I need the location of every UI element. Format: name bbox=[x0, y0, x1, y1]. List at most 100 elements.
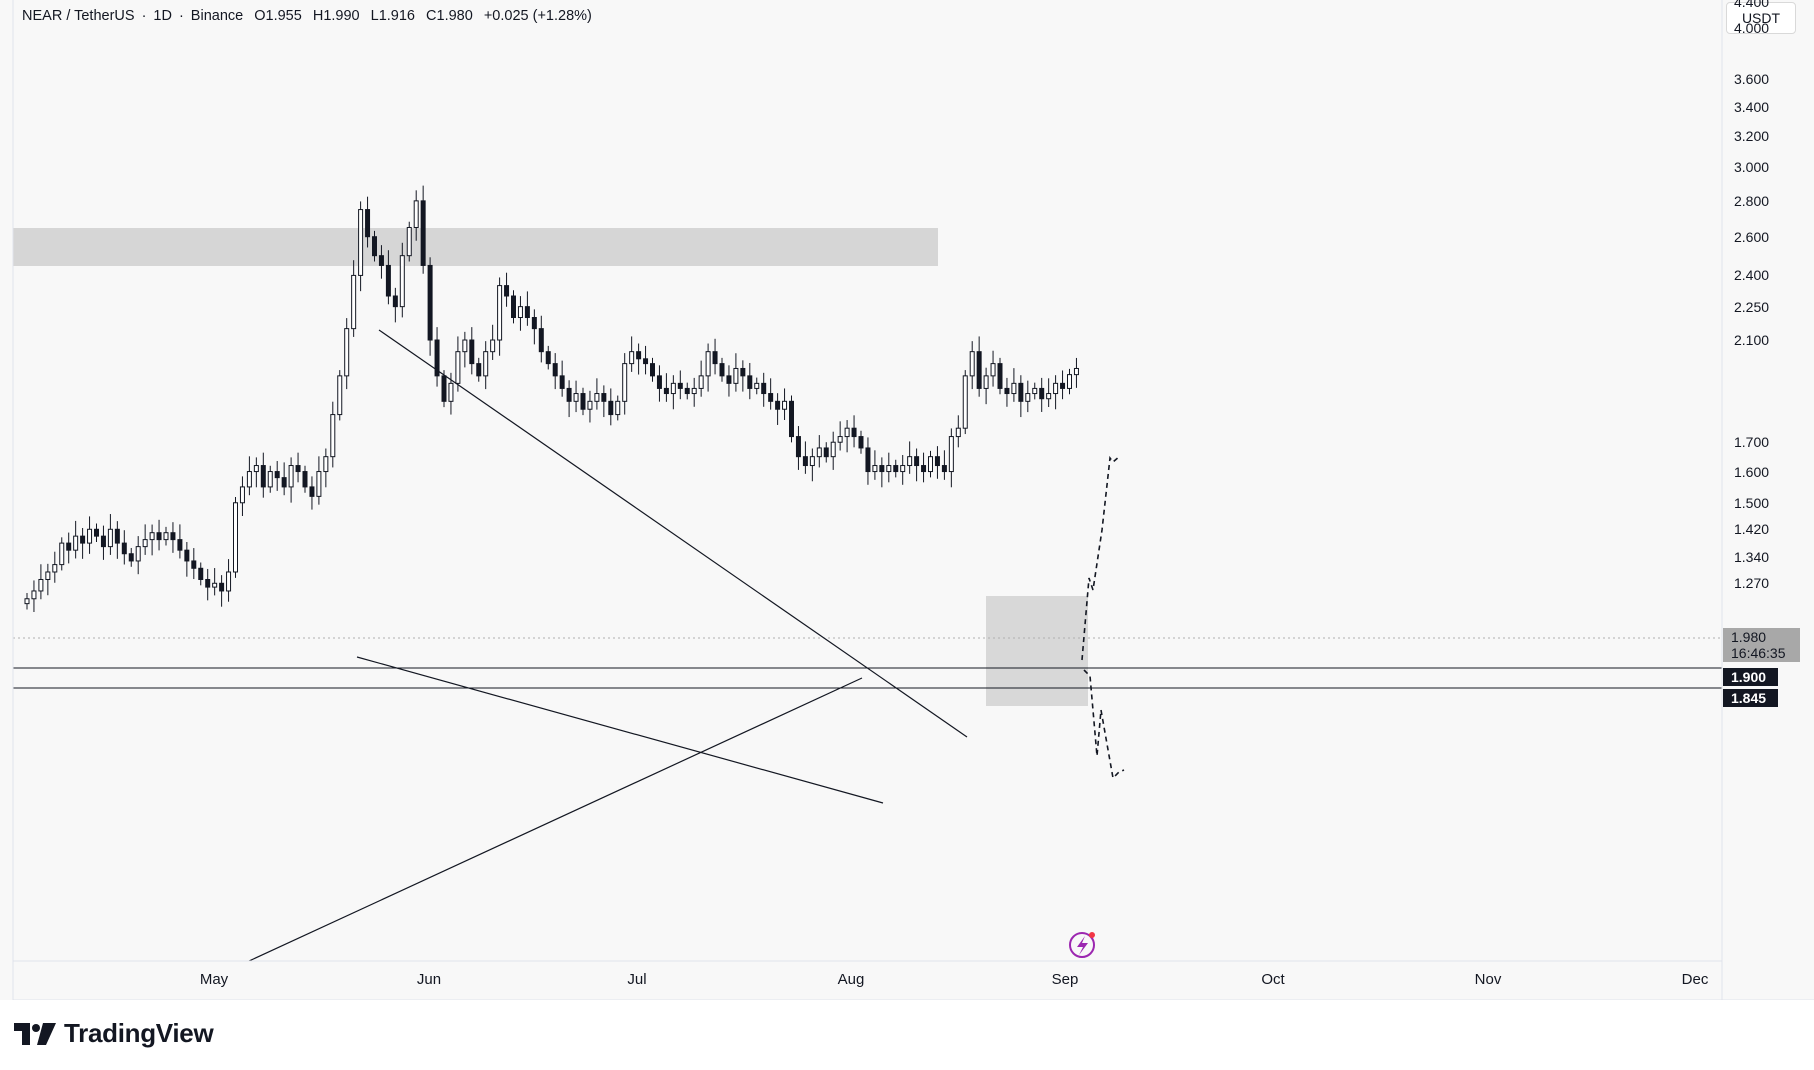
interval[interactable]: 1D bbox=[153, 8, 172, 24]
candle bbox=[962, 370, 968, 435]
candle bbox=[128, 547, 134, 567]
candle bbox=[469, 327, 475, 375]
candle bbox=[462, 331, 468, 368]
candle bbox=[177, 524, 183, 559]
trendline-ascending-support[interactable] bbox=[248, 677, 863, 962]
candle bbox=[31, 580, 37, 613]
price-tick-label: 3.600 bbox=[1734, 71, 1770, 88]
symbol-header: NEAR / TetherUS · 1D · Binance O1.955 H1.990… bbox=[22, 8, 592, 24]
candle bbox=[1018, 375, 1024, 418]
price-tick-label: 2.100 bbox=[1734, 332, 1770, 348]
candle bbox=[1073, 357, 1079, 388]
bar-countdown: 16:46:35 bbox=[1731, 645, 1786, 661]
candle bbox=[212, 568, 218, 596]
trendline-descending-support[interactable] bbox=[356, 656, 884, 804]
projection-up-path[interactable] bbox=[1081, 455, 1121, 661]
candle bbox=[87, 516, 93, 554]
candle bbox=[789, 395, 794, 443]
last-price-tag: 1.980 16:46:35 bbox=[1723, 628, 1800, 662]
currency-button[interactable]: USDT bbox=[1726, 2, 1796, 34]
candle bbox=[1060, 370, 1066, 400]
candle bbox=[656, 365, 662, 402]
candle bbox=[976, 336, 982, 397]
candle bbox=[38, 564, 44, 600]
price-tick-label: 1.700 bbox=[1734, 434, 1770, 451]
candle bbox=[351, 260, 357, 337]
tradingview-logo[interactable]: TradingView bbox=[14, 1018, 214, 1049]
candle bbox=[295, 452, 301, 483]
candle bbox=[761, 372, 767, 407]
candle bbox=[114, 521, 120, 559]
month-tick-label: Aug bbox=[837, 971, 865, 988]
candle bbox=[45, 563, 51, 596]
candle bbox=[441, 370, 447, 408]
price-tick-label: 1.500 bbox=[1734, 494, 1770, 511]
candle bbox=[858, 430, 864, 454]
candle bbox=[316, 456, 322, 505]
candle bbox=[170, 522, 176, 553]
candle bbox=[142, 524, 148, 555]
lightning-icon[interactable] bbox=[1069, 932, 1095, 958]
candle bbox=[802, 441, 808, 474]
candle bbox=[622, 353, 628, 415]
candle bbox=[650, 357, 655, 382]
candle bbox=[545, 345, 551, 370]
candle bbox=[156, 519, 162, 551]
ohlc-open: O1.955 bbox=[254, 8, 302, 24]
price-tick-label: 2.800 bbox=[1734, 192, 1770, 209]
candle bbox=[907, 441, 913, 474]
resistance-zone[interactable] bbox=[13, 228, 938, 266]
candle bbox=[80, 527, 86, 559]
candle bbox=[726, 365, 732, 397]
symbol-name[interactable]: NEAR / TetherUS bbox=[22, 8, 135, 24]
candle bbox=[629, 336, 635, 372]
candle bbox=[775, 393, 781, 425]
price-scale[interactable]: 4.400 4.000 3.600 3.400 3.200 3.000 2.800 2.600… bbox=[1722, 0, 1814, 961]
candle bbox=[934, 446, 940, 479]
candle bbox=[712, 338, 718, 375]
candle bbox=[830, 431, 836, 470]
month-tick-label: Dec bbox=[1681, 971, 1709, 988]
candle bbox=[990, 350, 996, 387]
candle bbox=[740, 360, 746, 392]
price-tick-label: 1.420 bbox=[1734, 521, 1770, 538]
candle bbox=[872, 450, 878, 480]
candle bbox=[511, 290, 516, 324]
month-tick-label: Sep bbox=[1051, 971, 1079, 988]
candle bbox=[914, 448, 920, 482]
candle bbox=[795, 426, 801, 470]
price-change: +0.025 (+1.28%) bbox=[483, 8, 592, 24]
month-tick-label: Oct bbox=[1261, 971, 1285, 988]
candle bbox=[323, 448, 329, 488]
consolidation-box[interactable] bbox=[986, 596, 1088, 706]
chart-canvas[interactable] bbox=[0, 0, 1814, 1000]
candle bbox=[1032, 382, 1038, 400]
candle bbox=[782, 388, 788, 420]
candle bbox=[365, 196, 371, 248]
candle bbox=[531, 309, 537, 345]
candle bbox=[73, 520, 79, 559]
candle bbox=[476, 357, 482, 382]
candle bbox=[288, 457, 294, 503]
candle bbox=[226, 559, 232, 602]
candle bbox=[698, 360, 704, 397]
candle bbox=[344, 318, 350, 390]
trendline-descending-resistance[interactable] bbox=[378, 329, 968, 738]
candle bbox=[636, 343, 642, 375]
candle bbox=[413, 190, 419, 241]
price-tick-label: 4.400 bbox=[1734, 0, 1770, 10]
candle bbox=[823, 442, 829, 463]
candle bbox=[309, 476, 315, 510]
chart-frame[interactable] bbox=[0, 0, 1814, 1000]
candle bbox=[392, 287, 398, 323]
candle bbox=[94, 523, 99, 542]
time-scale[interactable]: May Jun Jul Aug Sep Oct Nov Dec bbox=[0, 961, 1722, 1000]
candle bbox=[969, 341, 975, 390]
candle bbox=[837, 421, 843, 451]
candle bbox=[163, 526, 169, 546]
candle bbox=[886, 452, 892, 483]
candle bbox=[566, 380, 572, 418]
candle bbox=[684, 382, 690, 400]
candle bbox=[865, 437, 871, 485]
exchange: Binance bbox=[190, 8, 244, 24]
